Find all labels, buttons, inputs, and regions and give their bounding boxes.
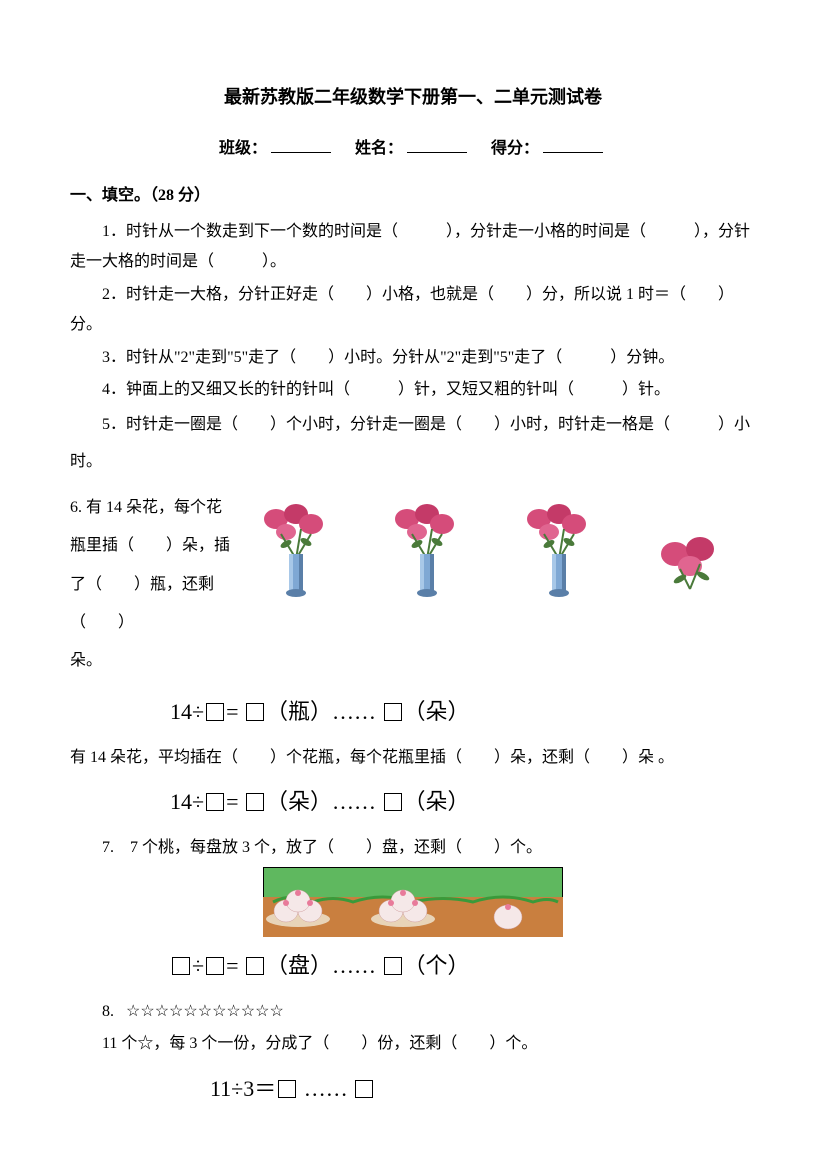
equation-6-2: 14÷= （朵）…… （朵）: [170, 781, 756, 823]
question-8-text: 11 个☆，每 3 个一份，分成了（ ）份，还剩（ ）个。: [70, 1029, 756, 1059]
header-fields: 班级： 姓名： 得分：: [70, 134, 756, 164]
question-5: 5．时针走一圈是（ ）个小时，分针走一圈是（ ）小时，时针走一格是（ ）小时。: [70, 407, 756, 481]
q8-stars: ☆☆☆☆☆☆☆☆☆☆☆: [126, 1003, 284, 1020]
vase-images: [230, 489, 756, 599]
q6-line4: 朵。: [70, 642, 230, 680]
score-label: 得分：: [491, 140, 539, 157]
eq-unit: （盘）……: [266, 953, 376, 978]
peach-plate-icon: [263, 867, 563, 937]
box-blank[interactable]: [384, 703, 402, 721]
eq-unit: （朵）: [404, 699, 470, 724]
class-label: 班级：: [219, 140, 267, 157]
vase-3-icon: [514, 499, 604, 599]
equation-8: 11÷3＝ ……: [210, 1068, 756, 1110]
box-blank[interactable]: [206, 703, 224, 721]
page-title: 最新苏教版二年级数学下册第一、二单元测试卷: [70, 80, 756, 114]
class-blank[interactable]: [271, 152, 331, 153]
box-blank[interactable]: [206, 793, 224, 811]
box-blank[interactable]: [384, 957, 402, 975]
box-blank[interactable]: [278, 1080, 296, 1098]
question-3: 3．时针从"2"走到"5"走了（ ）小时。分针从"2"走到"5"走了（ ）分钟。: [70, 343, 756, 373]
question-8: 8. ☆☆☆☆☆☆☆☆☆☆☆: [70, 997, 756, 1027]
eq-unit: （个）: [404, 953, 470, 978]
box-blank[interactable]: [246, 793, 264, 811]
q6-line2: 瓶里插（ ）朵，插: [70, 527, 230, 565]
box-blank[interactable]: [206, 957, 224, 975]
box-blank[interactable]: [384, 793, 402, 811]
box-blank[interactable]: [355, 1080, 373, 1098]
q6-line1: 6. 有 14 朵花，每个花: [70, 489, 230, 527]
eq-prefix: 14÷: [170, 789, 204, 814]
question-1: 1．时针从一个数走到下一个数的时间是（ ），分针走一小格的时间是（ ），分针走一…: [70, 217, 756, 278]
name-blank[interactable]: [407, 152, 467, 153]
box-blank[interactable]: [246, 703, 264, 721]
eq-unit: （朵）: [404, 789, 470, 814]
box-blank[interactable]: [246, 957, 264, 975]
equation-7: ÷= （盘）…… （个）: [170, 945, 756, 987]
q6-line3: 了（ ）瓶，还剩（ ）: [70, 566, 230, 643]
eq-prefix: 11÷3＝: [210, 1076, 276, 1101]
score-blank[interactable]: [543, 152, 603, 153]
eq-unit: （朵）……: [266, 789, 376, 814]
vase-2-icon: [382, 499, 472, 599]
equation-6-1: 14÷= （瓶）…… （朵）: [170, 691, 756, 733]
question-7: 7. 7 个桃，每盘放 3 个，放了（ ）盘，还剩（ ）个。: [70, 833, 756, 863]
name-label: 姓名：: [355, 140, 403, 157]
question-4: 4．钟面上的又细又长的针的针叫（ ）针，又短又粗的针叫（ ）针。: [70, 375, 756, 405]
eq-unit: （瓶）……: [266, 699, 376, 724]
question-6-container: 6. 有 14 朵花，每个花 瓶里插（ ）朵，插 了（ ）瓶，还剩（ ） 朵。: [70, 489, 756, 681]
question-2: 2．时针走一大格，分针正好走（ ）小格，也就是（ ）分，所以说 1 时＝（ ）分…: [70, 280, 756, 341]
vase-1-icon: [251, 499, 341, 599]
question-6-text: 6. 有 14 朵花，每个花 瓶里插（ ）朵，插 了（ ）瓶，还剩（ ） 朵。: [70, 489, 230, 681]
eq-mid: ……: [298, 1076, 353, 1101]
question-6-text2: 有 14 朵花，平均插在（ ）个花瓶，每个花瓶里插（ ）朵，还剩（ ）朵 。: [70, 743, 756, 773]
box-blank[interactable]: [172, 957, 190, 975]
section-1-header: 一、填空。（28 分）: [70, 181, 756, 211]
flowers-only-icon: [645, 529, 735, 599]
q8-label: 8.: [102, 1003, 114, 1020]
eq-prefix: 14÷: [170, 699, 204, 724]
